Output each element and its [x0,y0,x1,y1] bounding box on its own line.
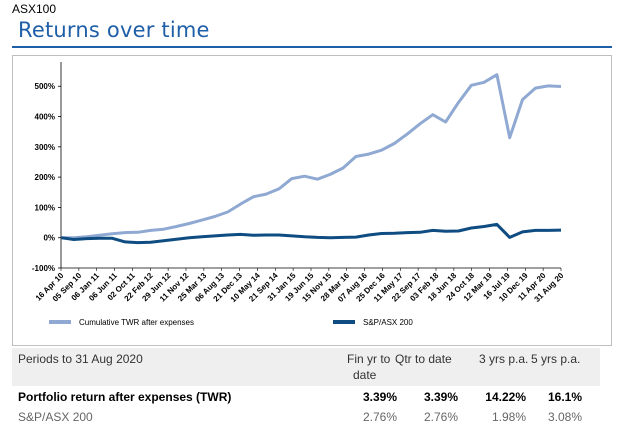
y-tick-label: 0% [43,234,55,243]
row-portfolio-fy: 3.39% [362,390,397,404]
row-benchmark-3y: 1.98% [491,410,526,424]
row-benchmark-fy: 2.76% [362,410,397,424]
y-tick-label: 400% [35,113,55,122]
series-line-sp-asx200 [60,222,562,245]
legend-label: S&P/ASX 200 [363,318,413,327]
title-underline [12,46,612,48]
row-portfolio-5y: 16.1% [547,390,582,404]
y-tick-label: -100% [32,264,55,273]
row-benchmark-label: S&P/ASX 200 [18,410,93,424]
row-portfolio-3y: 14.22% [485,390,526,404]
col-fin-yr: Fin yr to [347,352,391,366]
row-portfolio-qtr: 3.39% [423,390,458,404]
page-title: Returns over time [18,18,210,42]
col-qtr: Qtr to date [395,352,452,366]
chart-panel: 500% 400% 300% 200% 100% 0% -100% 16 Apr 10 05 S… [12,55,612,346]
y-tick-label: 200% [35,173,55,182]
row-benchmark-qtr: 2.76% [423,410,458,424]
row-benchmark-5y: 3.08% [547,410,582,424]
col-5yrs: 5 yrs p.a. [531,352,581,366]
row-portfolio-label: Portfolio return after expenses (TWR) [18,390,232,404]
col-3yrs: 3 yrs p.a. [479,352,529,366]
period-label: Periods to 31 Aug 2020 [18,352,143,366]
y-tick-label: 100% [35,203,55,212]
series-line-cumulative-twr [61,73,562,240]
legend-label: Cumulative TWR after expenses [79,318,194,327]
col-fin-yr-date: date [353,368,377,382]
y-tick-label: 300% [35,143,55,152]
index-tag: ASX100 [12,2,57,16]
y-tick-label: 500% [35,82,55,91]
table-header-band [12,348,600,386]
